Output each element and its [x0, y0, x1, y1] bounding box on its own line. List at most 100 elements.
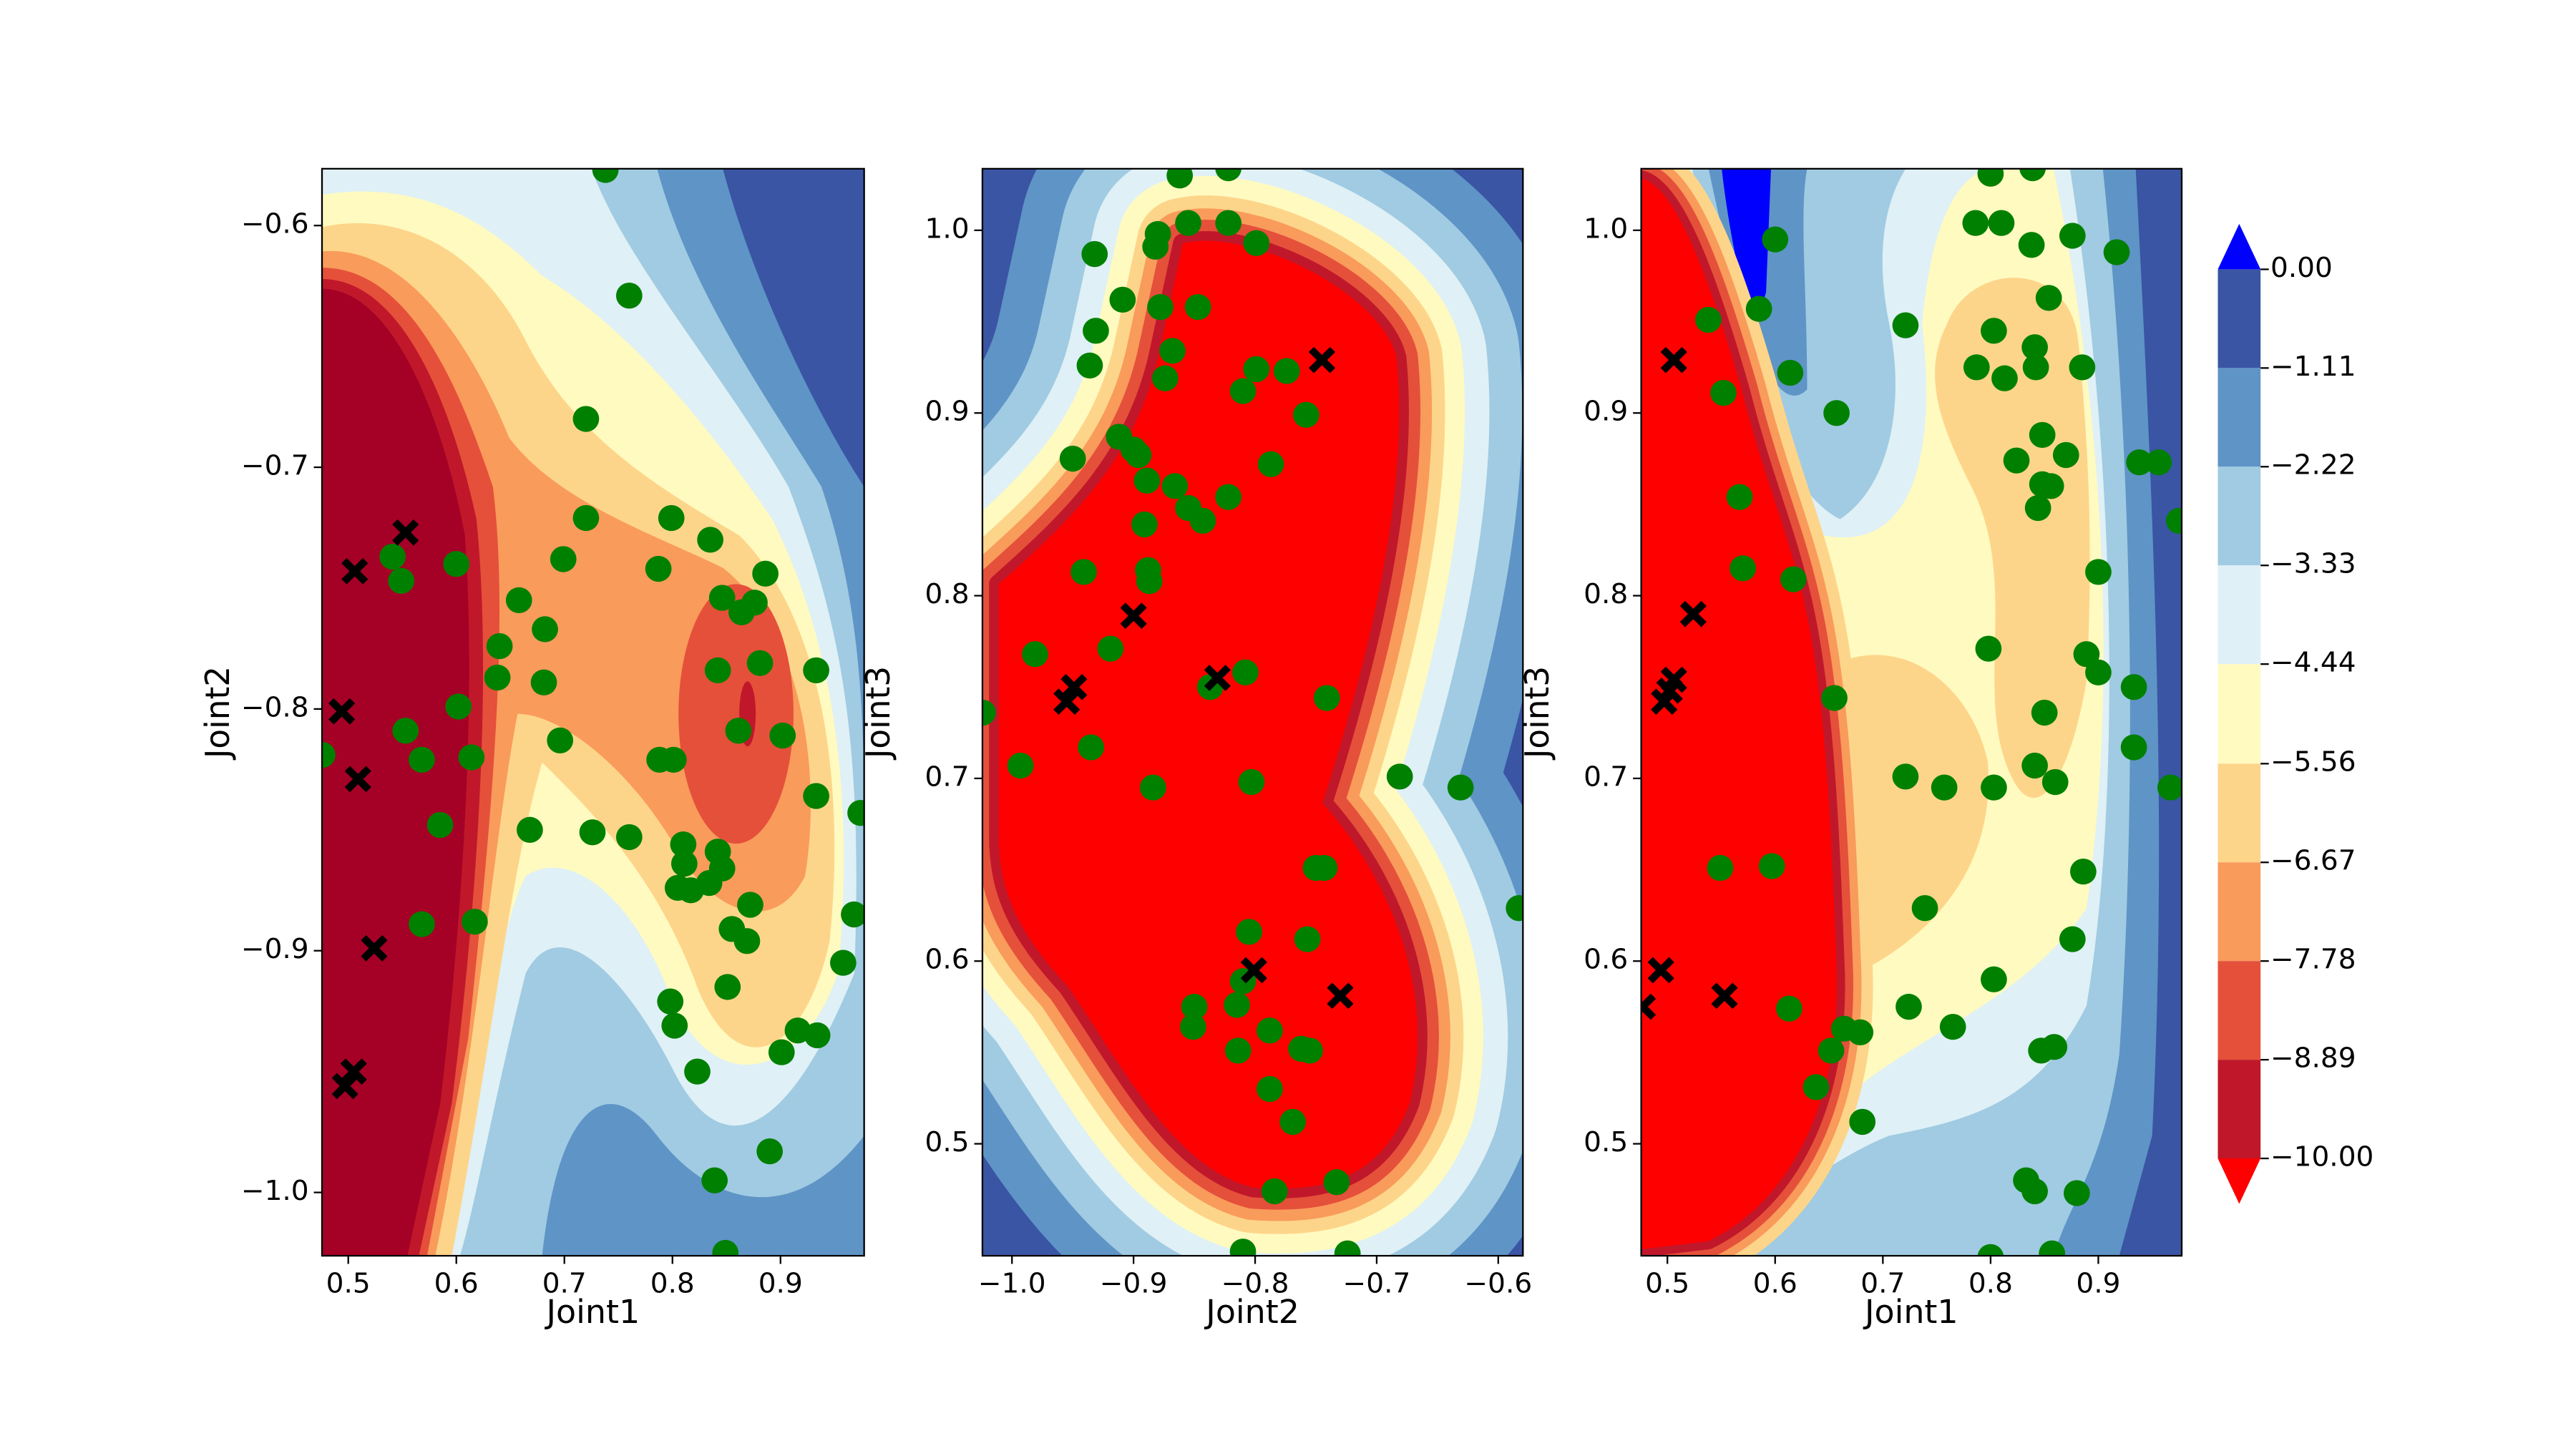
point — [1151, 365, 1179, 391]
point — [1261, 1178, 1288, 1205]
point — [1991, 365, 2018, 391]
point — [1159, 338, 1186, 364]
point — [684, 1058, 711, 1085]
y-tick-label: −1.0 — [241, 1175, 309, 1207]
point — [1076, 352, 1103, 378]
point — [1215, 484, 1242, 510]
point — [379, 543, 406, 570]
colorbar-band — [2218, 664, 2261, 764]
point — [1166, 168, 1194, 189]
x-tick-label: −0.6 — [1464, 1268, 1532, 1300]
y-tick-label: 0.7 — [925, 761, 970, 793]
colorbar-tick-label: −1.11 — [2270, 351, 2356, 383]
point — [1311, 854, 1338, 881]
point — [1931, 774, 1958, 801]
x-marker — [1641, 993, 1657, 1020]
point — [322, 741, 336, 768]
colorbar-band — [2218, 565, 2261, 665]
plot-area — [322, 168, 864, 1256]
y-tick-label: 0.6 — [925, 944, 970, 976]
point — [462, 909, 488, 935]
x-marker — [1204, 665, 1231, 691]
point — [1297, 1037, 1323, 1064]
y-tick-label: 0.8 — [925, 578, 970, 610]
point — [1109, 286, 1136, 313]
colorbar-tick-label: −10.00 — [2270, 1141, 2373, 1173]
x-tick-label: 0.7 — [1860, 1268, 1905, 1300]
point — [1224, 992, 1250, 1018]
point — [572, 406, 600, 432]
colorbar-over — [2218, 223, 2261, 270]
point — [1232, 659, 1259, 685]
point — [2018, 232, 2045, 258]
colorbar-tick-label: −4.44 — [2270, 647, 2356, 679]
point — [1238, 768, 1265, 796]
colorbar-under — [2218, 1158, 2261, 1204]
y-tick-label: −0.8 — [241, 692, 309, 724]
point — [1758, 853, 1785, 879]
point — [2003, 447, 2030, 474]
x-marker — [344, 766, 371, 793]
point — [1963, 354, 1990, 381]
colorbar-tick-label: −2.22 — [2270, 449, 2356, 482]
point — [1745, 296, 1772, 322]
point — [1775, 995, 1802, 1022]
point — [2041, 768, 2069, 796]
x-tick-label: 0.9 — [758, 1268, 803, 1300]
point — [697, 527, 723, 553]
point — [445, 693, 472, 720]
x-marker — [1120, 602, 1147, 629]
x-axis-label: Joint2 — [1204, 1293, 1299, 1331]
y-tick-label: 0.7 — [1584, 761, 1628, 793]
point — [670, 831, 697, 858]
point — [409, 911, 435, 937]
point — [1988, 210, 2015, 236]
point — [1189, 507, 1216, 534]
y-axis-label: Joint3 — [859, 666, 897, 761]
point — [1007, 752, 1034, 779]
point — [1142, 233, 1169, 260]
y-tick-label: 0.6 — [1584, 944, 1628, 976]
x-marker — [1660, 346, 1687, 373]
point — [670, 850, 698, 877]
point — [1802, 1074, 1830, 1100]
point — [1823, 400, 1850, 426]
point — [2063, 1180, 2090, 1206]
point — [1780, 566, 1807, 592]
point — [409, 746, 435, 773]
point — [2021, 334, 2048, 361]
point — [741, 590, 768, 616]
x-marker — [1308, 346, 1336, 373]
point — [1078, 734, 1105, 761]
colorbar-band — [2218, 961, 2261, 1060]
y-tick-label: −0.9 — [241, 933, 309, 965]
x-marker — [1053, 688, 1080, 716]
point — [2120, 734, 2147, 761]
point — [2085, 559, 2112, 585]
y-tick-label: 0.5 — [925, 1126, 970, 1158]
y-axis-label: Joint3 — [1518, 666, 1556, 761]
point — [2103, 239, 2130, 265]
point — [733, 928, 761, 954]
point — [1215, 168, 1242, 182]
point — [1939, 1014, 1966, 1040]
point — [1896, 993, 1922, 1020]
point — [658, 504, 685, 532]
point — [1294, 926, 1321, 952]
point — [2022, 354, 2049, 381]
point — [1257, 1017, 1283, 1044]
point — [829, 949, 857, 976]
point — [1133, 467, 1161, 494]
point — [2069, 354, 2096, 381]
point — [1243, 356, 1270, 383]
point — [1224, 1037, 1252, 1064]
point — [1229, 378, 1257, 404]
point — [847, 800, 864, 826]
point — [982, 699, 996, 726]
point — [803, 783, 829, 809]
point — [1892, 763, 1919, 790]
point — [1125, 441, 1152, 469]
axes-frame — [321, 167, 865, 1257]
point — [714, 974, 741, 1000]
axes-frame — [1640, 167, 2183, 1257]
